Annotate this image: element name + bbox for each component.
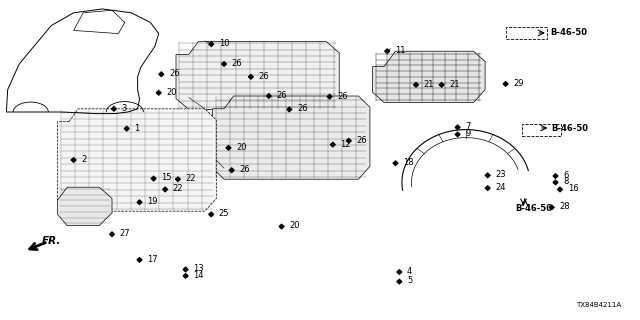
Polygon shape bbox=[151, 176, 156, 181]
Text: B-46-50: B-46-50 bbox=[552, 124, 589, 132]
Text: 25: 25 bbox=[219, 209, 229, 218]
Polygon shape bbox=[221, 62, 227, 66]
Text: 23: 23 bbox=[495, 170, 506, 179]
Polygon shape bbox=[226, 146, 231, 150]
Text: 26: 26 bbox=[297, 104, 308, 113]
Text: 21: 21 bbox=[424, 80, 434, 89]
Text: 3: 3 bbox=[122, 104, 127, 113]
Text: 17: 17 bbox=[147, 255, 158, 264]
Polygon shape bbox=[385, 49, 390, 53]
Polygon shape bbox=[397, 279, 402, 284]
Text: 22: 22 bbox=[186, 174, 196, 183]
Text: 12: 12 bbox=[340, 140, 351, 148]
Polygon shape bbox=[248, 75, 253, 79]
Text: FR.: FR. bbox=[42, 236, 61, 246]
Polygon shape bbox=[455, 132, 460, 137]
Polygon shape bbox=[183, 274, 188, 278]
Polygon shape bbox=[485, 186, 490, 190]
Text: 19: 19 bbox=[147, 197, 157, 206]
Polygon shape bbox=[209, 42, 214, 46]
Polygon shape bbox=[439, 83, 444, 87]
Text: 14: 14 bbox=[193, 271, 204, 280]
Text: B-46-50: B-46-50 bbox=[515, 204, 552, 213]
Polygon shape bbox=[549, 205, 554, 210]
Text: 26: 26 bbox=[337, 92, 348, 100]
Text: 27: 27 bbox=[120, 229, 131, 238]
Text: 10: 10 bbox=[219, 39, 229, 48]
Polygon shape bbox=[58, 187, 112, 226]
Polygon shape bbox=[455, 125, 460, 130]
Text: 20: 20 bbox=[289, 221, 300, 230]
Polygon shape bbox=[137, 200, 142, 204]
Polygon shape bbox=[327, 94, 332, 99]
Polygon shape bbox=[183, 267, 188, 272]
Text: 13: 13 bbox=[193, 264, 204, 273]
Polygon shape bbox=[287, 107, 292, 112]
Text: 4: 4 bbox=[407, 267, 412, 276]
Text: 1: 1 bbox=[134, 124, 140, 132]
Polygon shape bbox=[397, 270, 402, 274]
Text: 29: 29 bbox=[513, 79, 524, 88]
Polygon shape bbox=[163, 187, 168, 192]
Polygon shape bbox=[137, 258, 142, 262]
Polygon shape bbox=[58, 109, 216, 211]
Text: 20: 20 bbox=[236, 143, 246, 152]
Polygon shape bbox=[413, 83, 419, 87]
Text: 20: 20 bbox=[166, 88, 177, 97]
Polygon shape bbox=[393, 161, 398, 165]
Polygon shape bbox=[156, 91, 161, 95]
Text: 9: 9 bbox=[465, 129, 470, 138]
Polygon shape bbox=[212, 96, 370, 179]
Text: 26: 26 bbox=[232, 59, 243, 68]
Polygon shape bbox=[485, 173, 490, 178]
Polygon shape bbox=[553, 180, 558, 185]
Text: 28: 28 bbox=[559, 202, 570, 211]
Polygon shape bbox=[229, 168, 234, 172]
Text: 26: 26 bbox=[239, 165, 250, 174]
Text: 21: 21 bbox=[449, 80, 460, 89]
Polygon shape bbox=[124, 126, 129, 131]
Polygon shape bbox=[159, 72, 164, 76]
Text: 15: 15 bbox=[161, 173, 172, 182]
Text: 7: 7 bbox=[465, 122, 470, 131]
Text: 16: 16 bbox=[568, 184, 579, 193]
Polygon shape bbox=[209, 212, 214, 217]
Polygon shape bbox=[346, 139, 351, 143]
Polygon shape bbox=[279, 224, 284, 229]
Text: 26: 26 bbox=[276, 91, 287, 100]
Text: 11: 11 bbox=[395, 46, 405, 55]
Text: 26: 26 bbox=[356, 136, 367, 145]
Polygon shape bbox=[372, 51, 485, 102]
Text: 22: 22 bbox=[173, 184, 183, 193]
Text: 18: 18 bbox=[403, 158, 414, 167]
Polygon shape bbox=[266, 94, 271, 98]
Text: B-46-50: B-46-50 bbox=[550, 28, 588, 37]
Polygon shape bbox=[175, 177, 180, 181]
Polygon shape bbox=[553, 174, 558, 178]
Polygon shape bbox=[71, 158, 76, 162]
Polygon shape bbox=[557, 187, 563, 192]
Polygon shape bbox=[109, 232, 115, 236]
Text: 6: 6 bbox=[563, 171, 568, 180]
Text: 5: 5 bbox=[407, 276, 412, 285]
Text: TX84B4211A: TX84B4211A bbox=[575, 302, 621, 308]
Polygon shape bbox=[176, 42, 339, 109]
Text: 24: 24 bbox=[495, 183, 506, 192]
Text: 8: 8 bbox=[563, 177, 568, 186]
Polygon shape bbox=[503, 82, 508, 86]
Text: 26: 26 bbox=[259, 72, 269, 81]
Polygon shape bbox=[330, 142, 335, 147]
Text: 26: 26 bbox=[169, 69, 180, 78]
Text: 2: 2 bbox=[81, 155, 86, 164]
Polygon shape bbox=[111, 107, 116, 111]
